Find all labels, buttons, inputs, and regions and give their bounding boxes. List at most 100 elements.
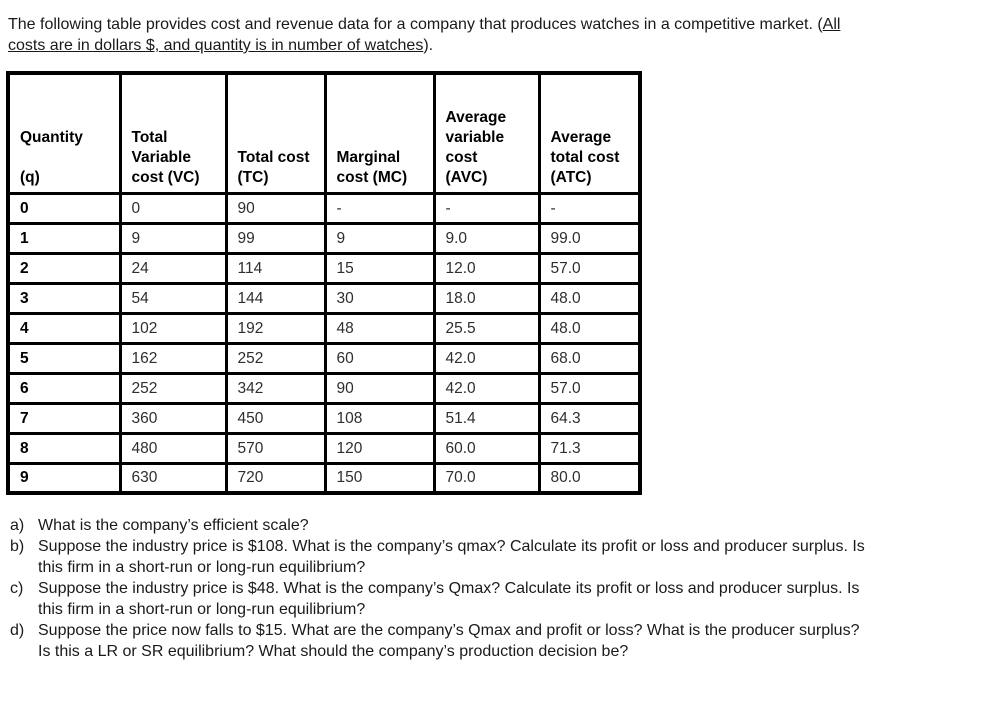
question-text: Suppose the price now falls to $15. What… — [38, 620, 981, 662]
cell-tc: 252 — [224, 341, 327, 375]
col-header-quantity: Quantity (q) — [6, 71, 122, 195]
cell-quantity: 9 — [6, 461, 122, 495]
cell-avc: 12.0 — [432, 251, 541, 285]
cell-mc: 108 — [323, 401, 436, 435]
cell-tc: 114 — [224, 251, 327, 285]
header-line: cost (MC) — [336, 168, 408, 186]
header-line: (AVC) — [445, 168, 488, 186]
question-a: a) What is the company’s efficient scale… — [10, 515, 981, 536]
header-line: Total — [131, 128, 168, 146]
cost-table-header: Quantity (q) Total Variable cost (VC) To… — [6, 71, 642, 195]
cell-mc: 15 — [323, 251, 436, 285]
cell-tc: 342 — [224, 371, 327, 405]
cell-quantity: 1 — [6, 221, 122, 255]
question-line: What is the company’s efficient scale? — [38, 517, 309, 534]
cell-tc: 570 — [224, 431, 327, 465]
header-line: cost (VC) — [131, 168, 200, 186]
table-row: 1 9 99 9 9.0 99.0 — [6, 221, 642, 255]
cell-tc: 144 — [224, 281, 327, 315]
table-row: 2 24 114 15 12.0 57.0 — [6, 251, 642, 285]
cell-atc: 48.0 — [537, 311, 642, 345]
question-line: Is this a LR or SR equilibrium? What sho… — [38, 643, 629, 660]
question-text: Suppose the industry price is $48. What … — [38, 578, 981, 620]
cell-atc: 80.0 — [537, 461, 642, 495]
cell-tc: 720 — [224, 461, 327, 495]
col-header-total-variable-cost: Total Variable cost (VC) — [118, 71, 228, 195]
cell-vc: 252 — [118, 371, 228, 405]
header-line: (ATC) — [550, 168, 592, 186]
header-line: Quantity — [20, 128, 83, 146]
header-line: (q) — [20, 168, 40, 186]
cell-tc: 90 — [224, 191, 327, 225]
cell-avc: 42.0 — [432, 341, 541, 375]
question-line: Suppose the industry price is $48. What … — [38, 580, 860, 597]
cell-atc: 48.0 — [537, 281, 642, 315]
cell-quantity: 0 — [6, 191, 122, 225]
cell-avc: 9.0 — [432, 221, 541, 255]
header-line: Marginal — [336, 148, 401, 166]
cell-avc: 60.0 — [432, 431, 541, 465]
cell-mc: 60 — [323, 341, 436, 375]
cell-quantity: 4 — [6, 311, 122, 345]
cell-vc: 162 — [118, 341, 228, 375]
cell-atc: 57.0 — [537, 251, 642, 285]
cell-mc: 120 — [323, 431, 436, 465]
header-line: Average — [445, 108, 507, 126]
question-label: b) — [10, 538, 25, 555]
table-row: 3 54 144 30 18.0 48.0 — [6, 281, 642, 315]
cell-mc: 90 — [323, 371, 436, 405]
cell-atc: 99.0 — [537, 221, 642, 255]
intro-text: The following table provides cost and re… — [8, 16, 823, 33]
header-line: variable — [445, 128, 505, 146]
cell-quantity: 8 — [6, 431, 122, 465]
cell-tc: 450 — [224, 401, 327, 435]
cell-vc: 480 — [118, 431, 228, 465]
header-line: (TC) — [237, 168, 269, 186]
intro-line-2: costs are in dollars $, and quantity is … — [8, 35, 981, 56]
header-line: total cost — [550, 148, 620, 166]
cell-atc: 71.3 — [537, 431, 642, 465]
cell-avc: 51.4 — [432, 401, 541, 435]
cell-quantity: 2 — [6, 251, 122, 285]
cell-vc: 102 — [118, 311, 228, 345]
header-line: Total cost — [237, 148, 310, 166]
intro-line-1: The following table provides cost and re… — [8, 14, 981, 35]
cell-quantity: 7 — [6, 401, 122, 435]
cell-atc: 57.0 — [537, 371, 642, 405]
cell-mc: 9 — [323, 221, 436, 255]
table-row: 8 480 570 120 60.0 71.3 — [6, 431, 642, 465]
question-line: Suppose the price now falls to $15. What… — [38, 622, 860, 639]
col-header-total-cost: Total cost (TC) — [224, 71, 327, 195]
intro-text: ). — [423, 37, 434, 54]
cell-mc: 150 — [323, 461, 436, 495]
cell-mc: - — [323, 191, 436, 225]
cell-vc: 24 — [118, 251, 228, 285]
cell-vc: 360 — [118, 401, 228, 435]
cell-avc: - — [432, 191, 541, 225]
question-label: a) — [10, 517, 25, 534]
cost-table-body: 0 0 90 - - - 1 9 99 9 9.0 99.0 2 24 114 … — [6, 191, 642, 495]
cell-quantity: 5 — [6, 341, 122, 375]
question-text: Suppose the industry price is $108. What… — [38, 536, 981, 578]
table-row: 5 162 252 60 42.0 68.0 — [6, 341, 642, 375]
worksheet-page: The following table provides cost and re… — [6, 14, 981, 662]
cell-mc: 30 — [323, 281, 436, 315]
cell-tc: 99 — [224, 221, 327, 255]
cell-vc: 0 — [118, 191, 228, 225]
question-line: this firm in a short-run or long-run equ… — [38, 601, 366, 618]
question-c: c) Suppose the industry price is $48. Wh… — [10, 578, 981, 620]
cell-vc: 9 — [118, 221, 228, 255]
header-line: Variable — [131, 148, 191, 166]
cell-mc: 48 — [323, 311, 436, 345]
question-text: What is the company’s efficient scale? — [38, 515, 981, 536]
cell-atc: - — [537, 191, 642, 225]
col-header-average-total-cost: Average total cost (ATC) — [537, 71, 642, 195]
question-line: Suppose the industry price is $108. What… — [38, 538, 865, 555]
questions-list: a) What is the company’s efficient scale… — [10, 515, 981, 662]
col-header-marginal-cost: Marginal cost (MC) — [323, 71, 436, 195]
cell-vc: 630 — [118, 461, 228, 495]
cell-avc: 25.5 — [432, 311, 541, 345]
cell-avc: 18.0 — [432, 281, 541, 315]
table-row: 0 0 90 - - - — [6, 191, 642, 225]
table-row: 4 102 192 48 25.5 48.0 — [6, 311, 642, 345]
